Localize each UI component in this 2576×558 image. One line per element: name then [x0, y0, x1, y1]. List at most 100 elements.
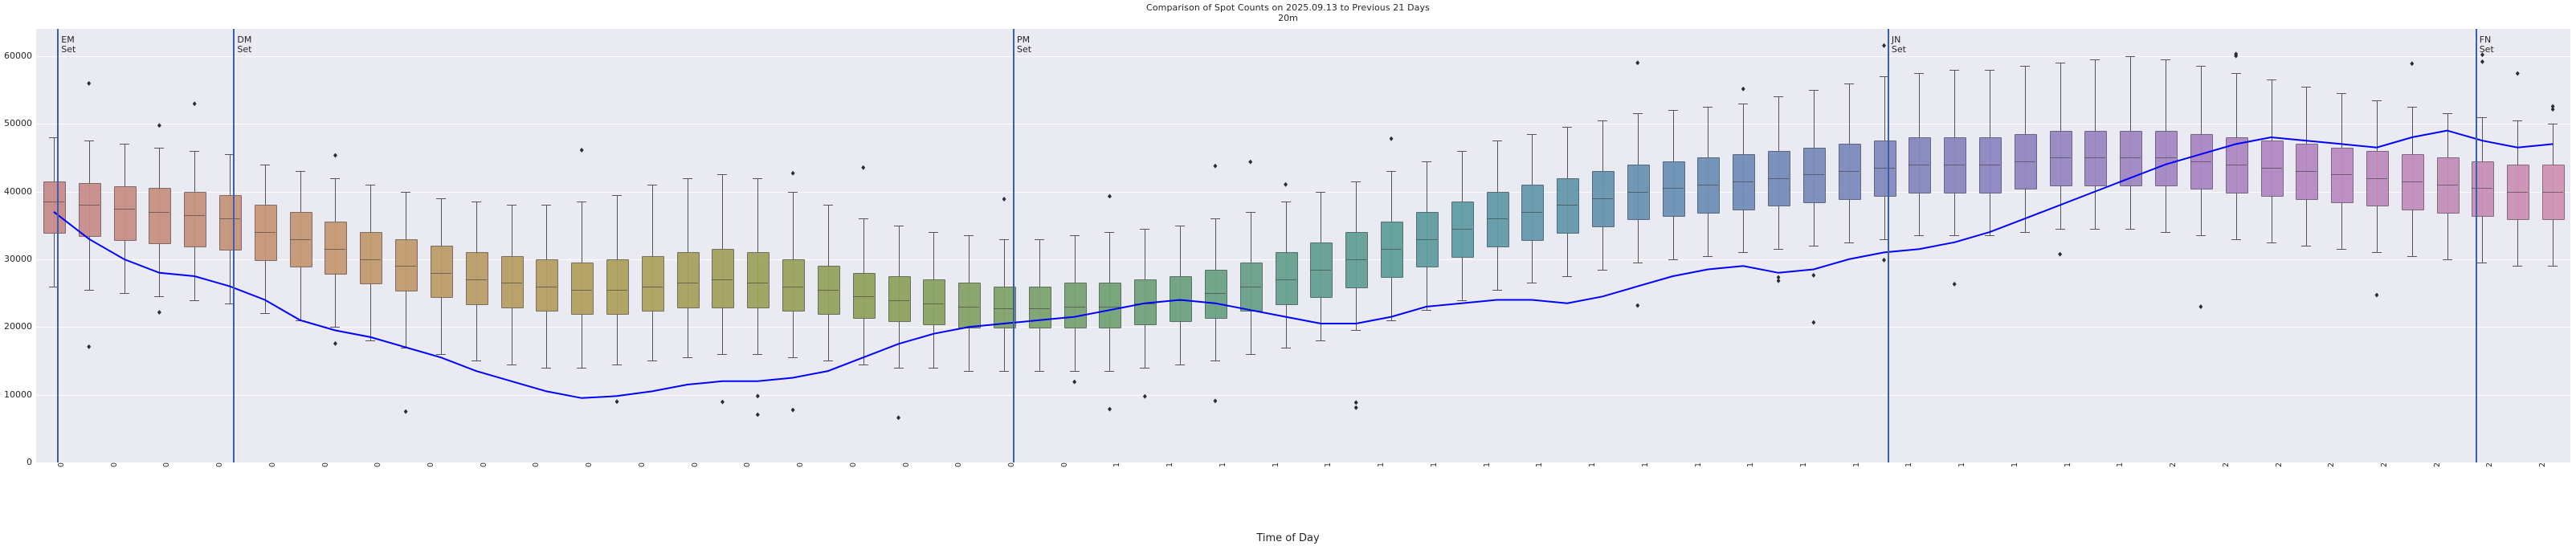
median-line: [1486, 218, 1508, 220]
box: [395, 238, 418, 291]
box: [1451, 202, 1474, 258]
box: [219, 194, 242, 251]
whisker-cap: [1984, 235, 1994, 237]
median-line: [219, 218, 240, 220]
box: [43, 181, 66, 234]
box: [1557, 177, 1580, 234]
whisker-cap: [2407, 107, 2417, 108]
box: [1802, 147, 1826, 204]
box: [923, 279, 946, 326]
whisker-cap: [119, 293, 129, 295]
box: [1591, 171, 1615, 227]
median-line: [2296, 171, 2317, 173]
whisker-cap: [1351, 330, 1361, 332]
whisker-cap: [2019, 66, 2030, 67]
box: [1662, 161, 1685, 218]
box: [2507, 164, 2530, 221]
whisker-cap: [1210, 360, 1220, 362]
outlier-marker: [896, 415, 901, 421]
whisker-cap: [2161, 59, 2171, 60]
outlier-marker: [2550, 107, 2555, 112]
outlier-marker: [1213, 163, 1218, 169]
whisker-cap: [1104, 371, 1115, 373]
whisker-cap: [1774, 96, 1784, 98]
whisker-cap: [2090, 228, 2100, 230]
whisker-cap: [753, 354, 763, 355]
outlier-marker: [2410, 61, 2415, 67]
outlier-marker: [1811, 320, 1816, 325]
box: [747, 252, 770, 308]
median-line: [2472, 188, 2493, 189]
whisker-cap: [1774, 249, 1784, 250]
outlier-marker: [1353, 400, 1358, 405]
whisker-cap: [435, 198, 446, 199]
outlier-marker: [1811, 272, 1816, 278]
outlier-marker: [1142, 393, 1147, 399]
whisker-cap: [1386, 171, 1397, 173]
box: [1239, 263, 1263, 312]
whisker-cap: [1104, 232, 1115, 234]
whisker-cap: [1949, 235, 1960, 237]
box: [2084, 130, 2108, 187]
median-line: [2260, 167, 2282, 169]
outlier-marker: [1741, 86, 1745, 92]
box: [1944, 137, 1967, 193]
box: [1310, 242, 1333, 299]
box: [606, 259, 630, 316]
whisker-cap: [1843, 83, 1854, 84]
outlier-marker: [1213, 398, 1218, 404]
y-tick-label: 20000: [4, 321, 32, 332]
outlier-marker: [192, 101, 197, 107]
median-line: [2120, 157, 2141, 159]
whisker-cap: [1210, 218, 1220, 220]
outlier-marker: [720, 399, 725, 405]
x-axis-label: Time of Day: [1256, 532, 1320, 544]
whisker-cap: [858, 218, 868, 220]
whisker-cap: [2337, 93, 2347, 95]
whisker-cap: [1914, 235, 1925, 237]
median-line: [1591, 198, 1613, 199]
gridline: [36, 55, 2570, 57]
box: [1170, 275, 1193, 322]
whisker-cap: [1034, 371, 1044, 373]
outlier-marker: [1635, 60, 1640, 66]
whisker-cap: [2266, 242, 2276, 243]
box: [2049, 130, 2072, 187]
outlier-marker: [2480, 52, 2484, 58]
whisker-cap: [753, 177, 763, 179]
outlier-marker: [2550, 104, 2555, 109]
whisker-cap: [1351, 181, 1361, 182]
box: [1909, 137, 1932, 193]
whisker-cap: [1492, 289, 1502, 291]
median-line: [1063, 306, 1085, 308]
whisker-cap: [1879, 238, 1889, 240]
median-line: [325, 249, 346, 250]
outlier-marker: [1776, 278, 1781, 283]
whisker-cap: [1668, 110, 1678, 112]
box: [360, 232, 383, 285]
whisker-cap: [2337, 249, 2347, 250]
whisker-cap: [1456, 299, 1467, 301]
outlier-marker: [1107, 406, 1112, 412]
box: [712, 249, 735, 308]
whisker-cap: [612, 194, 623, 196]
whisker-cap: [717, 354, 728, 355]
whisker-cap: [1140, 367, 1150, 369]
box: [2542, 164, 2566, 221]
box: [1521, 185, 1545, 241]
whisker-cap: [999, 238, 1010, 240]
outlier-marker: [1248, 159, 1253, 165]
event-line: [233, 29, 235, 462]
box: [994, 286, 1017, 329]
whisker-cap: [823, 205, 833, 206]
median-line: [289, 238, 311, 240]
whisker-cap: [1597, 269, 1607, 271]
median-line: [1345, 259, 1367, 260]
median-line: [958, 306, 980, 308]
whisker-cap: [259, 313, 270, 315]
box: [149, 188, 172, 244]
whisker-cap: [471, 360, 481, 362]
gridline: [36, 191, 2570, 193]
whisker-cap: [1703, 107, 1713, 108]
